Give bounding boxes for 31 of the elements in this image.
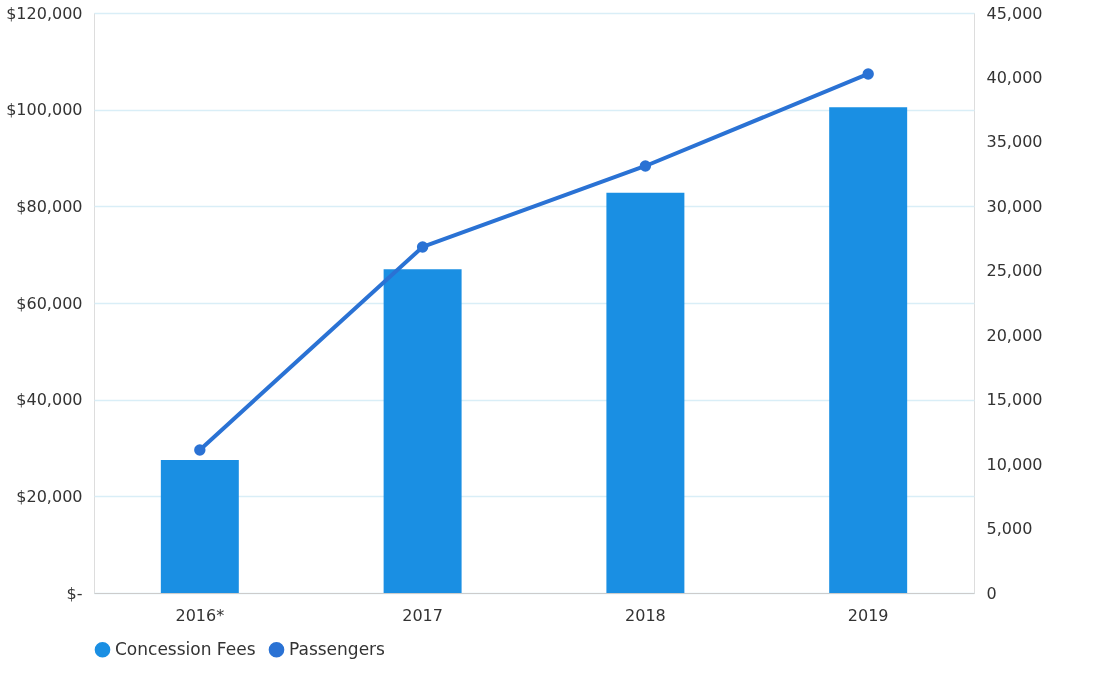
x-tick-label: 2019 [847, 605, 889, 625]
point [416, 241, 429, 253]
bar [383, 269, 462, 593]
y-tick-label: $40,000 [16, 390, 83, 410]
point [639, 160, 652, 172]
bar [606, 192, 685, 593]
y-tick-label: $60,000 [16, 293, 83, 313]
y-tick-label: $120,000 [6, 3, 83, 23]
y-tick-label: $100,000 [6, 100, 83, 120]
y2-tick-label: 5,000 [986, 519, 1033, 539]
point [194, 444, 206, 456]
legend-label: Passengers [289, 638, 386, 659]
x-tick-label: 2018 [625, 605, 666, 625]
legend-label: Concession Fees [115, 638, 256, 659]
y2-tick-label: 0 [986, 583, 997, 603]
y-tick-label: $- [66, 583, 83, 603]
y2-tick-label: 10,000 [986, 454, 1043, 474]
bar [160, 460, 239, 593]
y2-tick-label: 20,000 [986, 325, 1043, 345]
point [862, 68, 874, 80]
bar [829, 107, 908, 593]
y2-tick-label: 25,000 [986, 261, 1043, 281]
y-tick-label: $20,000 [16, 486, 83, 506]
x-tick-label: 2016* [175, 605, 225, 625]
y2-tick-label: 45,000 [986, 3, 1043, 23]
y2-tick-label: 15,000 [986, 390, 1043, 410]
y-tick-label: $80,000 [16, 196, 83, 216]
y2-tick-label: 30,000 [986, 196, 1043, 216]
y2-tick-label: 40,000 [986, 67, 1043, 87]
x-tick-label: 2017 [402, 605, 443, 625]
y2-tick-label: 35,000 [986, 132, 1043, 152]
